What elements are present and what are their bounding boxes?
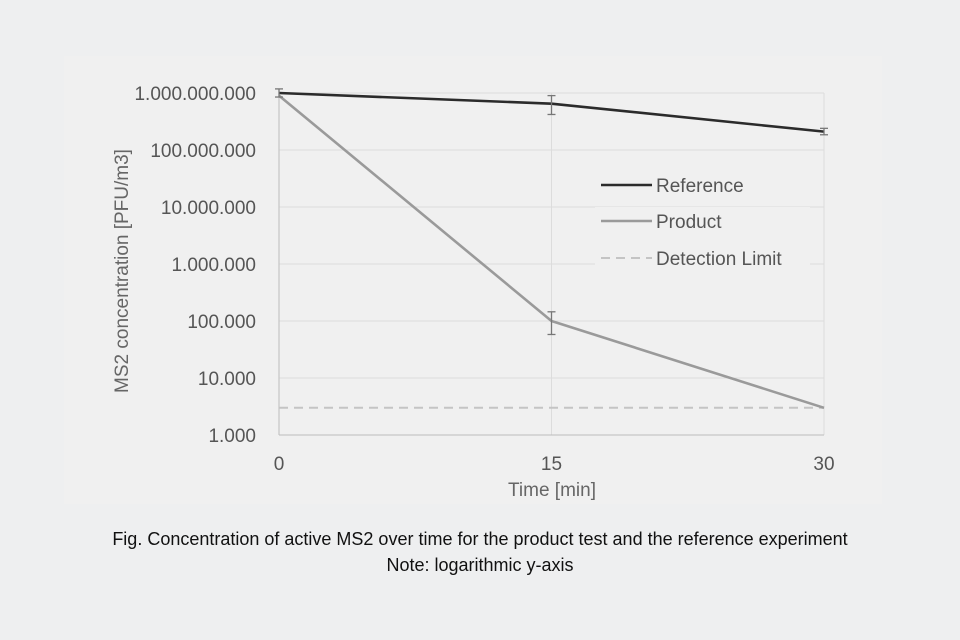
x-axis-title: Time [min] xyxy=(508,480,596,501)
chart-svg: 1.000 10.000 100.000 1.000.000 10.000.000 100… xyxy=(112,84,835,501)
chart-panel: 1.000 10.000 100.000 1.000.000 10.000.000 100… xyxy=(64,56,882,504)
x-tick-label: 15 xyxy=(541,454,562,475)
legend-label: Product xyxy=(656,212,722,233)
legend-item-bg xyxy=(595,244,810,272)
series-layer xyxy=(275,88,828,410)
caption-line-1: Fig. Concentration of active MS2 over ti… xyxy=(112,529,848,549)
y-tick-label: 1.000.000.000 xyxy=(134,84,256,105)
axes-layer: 1.000 10.000 100.000 1.000.000 10.000.000 100… xyxy=(134,84,834,475)
x-tick-label: 0 xyxy=(274,454,285,475)
caption-line-2: Note: logarithmic y-axis xyxy=(386,555,574,575)
y-tick-label: 100.000 xyxy=(187,312,256,333)
legend-label: Reference xyxy=(656,176,744,197)
figure-caption: Fig. Concentration of active MS2 over ti… xyxy=(0,526,960,578)
y-tick-label: 10.000.000 xyxy=(161,198,256,219)
legend: Reference Product Detection Limit xyxy=(595,171,810,272)
x-tick-label: 30 xyxy=(813,454,834,475)
y-tick-label: 1.000 xyxy=(208,426,256,447)
grid-layer xyxy=(279,92,825,435)
y-tick-label: 100.000.000 xyxy=(150,141,256,162)
y-tick-label: 10.000 xyxy=(198,369,256,390)
legend-label: Detection Limit xyxy=(656,249,782,270)
y-axis-title: MS2 concentration [PFU/m3] xyxy=(112,149,133,393)
y-tick-label: 1.000.000 xyxy=(171,255,256,276)
